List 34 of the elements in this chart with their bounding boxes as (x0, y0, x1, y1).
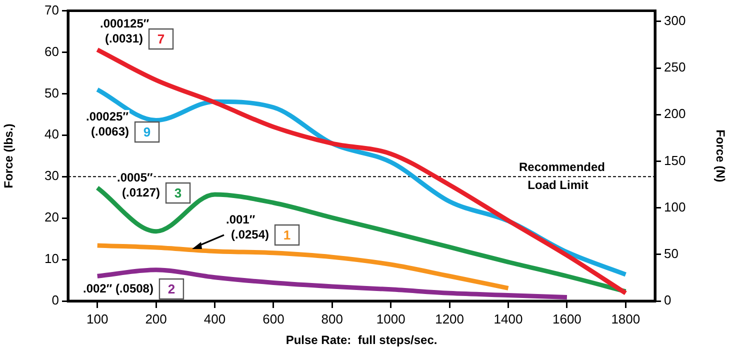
y2-tick-label: 250 (664, 60, 686, 75)
series-label: .002″ (.0508) 2 (83, 281, 176, 297)
y-tick-label: 40 (44, 126, 59, 142)
y2-tick-label: 300 (664, 13, 686, 28)
x-tick-label: 1200 (435, 311, 464, 326)
y2-tick-label: 50 (664, 246, 678, 261)
x-tick-label: 1600 (552, 311, 582, 326)
series-label: .000125″ (.0031) 7 (100, 16, 165, 47)
series-label: .0005″ (.0127) 3 (117, 170, 182, 201)
y2-tick-label: 0 (664, 292, 672, 308)
x-tick-label: 800 (321, 311, 343, 326)
y2-tick-label: 150 (664, 152, 686, 168)
x-tick-label: 1400 (494, 311, 523, 326)
series-label: .00025″ (.0063) 9 (86, 109, 151, 140)
x-tick-label: 200 (145, 311, 167, 326)
y-axis-title: Force (lbs.) (2, 124, 16, 188)
x-tick-label: 1000 (376, 311, 406, 326)
x-tick-label: 400 (204, 311, 226, 326)
y-tick-label: 50 (44, 85, 59, 100)
y-tick-label: 20 (44, 210, 59, 225)
ref-line-label: Recommended Load Limit (518, 160, 606, 192)
x-axis-title: Pulse Rate: full steps/sec. (286, 333, 438, 348)
x-tick-label: 1800 (611, 311, 640, 326)
y-tick-label: 60 (44, 44, 59, 59)
y-tick-label: 0 (52, 292, 59, 308)
series-label: .001″ (.0254) 1 (226, 212, 291, 243)
x-tick-label: 100 (86, 311, 108, 326)
y2-tick-label: 200 (664, 106, 686, 122)
y-tick-label: 30 (44, 168, 59, 184)
y2-tick-label: 100 (664, 199, 686, 214)
x-tick-label: 600 (262, 311, 284, 326)
y-tick-label: 10 (44, 251, 59, 266)
y-tick-label: 70 (44, 2, 59, 18)
y2-axis-title: Force (N) (713, 130, 728, 182)
